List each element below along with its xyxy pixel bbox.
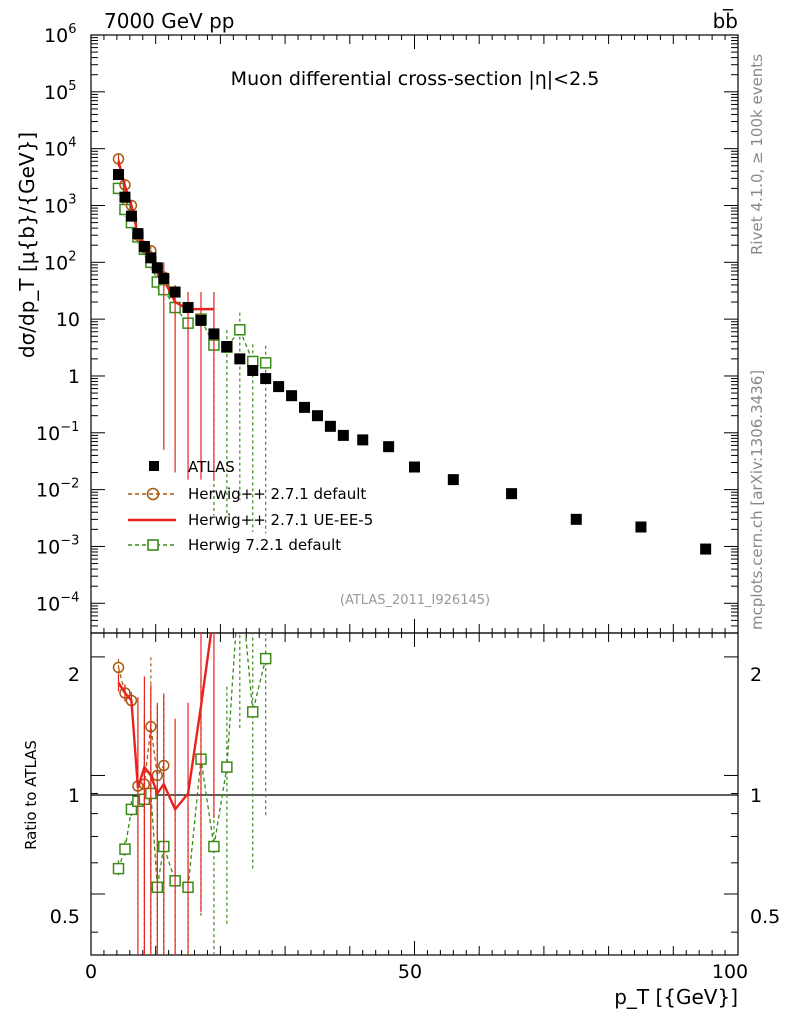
legend-label-herwig-default: Herwig++ 2.7.1 default [188, 485, 366, 503]
herwig-default-ratio-point [112, 661, 125, 674]
ratio-y-axis-label: Ratio to ATLAS [22, 740, 40, 850]
x-tick-label: 50 [398, 961, 422, 983]
herwig7-point [259, 357, 272, 369]
atlas-point [125, 210, 137, 222]
ratio-tick-label: 1 [68, 785, 80, 807]
atlas-point [273, 381, 285, 393]
process-label: bb̅ [713, 8, 738, 33]
y-tick-label: 104 [44, 136, 76, 161]
plot-title: Muon differential cross-section |η|<2.5 [231, 68, 600, 90]
herwig7-ratio-point [208, 840, 220, 853]
atlas-point [138, 240, 150, 252]
ratio-tick-label-right: 0.5 [750, 906, 780, 928]
atlas-point [357, 434, 369, 446]
mcplots-label: mcplots.cern.ch [arXiv:1306.3436] [748, 370, 766, 630]
data-marks [112, 153, 712, 955]
atlas-point [299, 401, 311, 413]
atlas-point [182, 302, 194, 314]
y-tick-label: 103 [44, 192, 76, 217]
y-tick-label: 10−3 [36, 533, 79, 558]
main-panel-marks [112, 153, 712, 555]
atlas-point [570, 513, 582, 525]
atlas-point [324, 420, 336, 432]
legend-marker-herwig-default [146, 487, 160, 501]
ratio-tick-label: 0.5 [50, 906, 80, 928]
legend-label-atlas: ATLAS [188, 458, 235, 476]
atlas-point [208, 328, 220, 340]
y-tick-label: 105 [44, 79, 76, 104]
ratio-tick-label-right: 2 [750, 664, 762, 686]
y-tick-label: 102 [44, 249, 76, 274]
legend: ATLAS Herwig++ 2.7.1 default Herwig++ 2.… [128, 458, 373, 554]
atlas-point [311, 410, 323, 422]
herwig7-ratio-point [259, 652, 272, 665]
rivet-label: Rivet 4.1.0, ≥ 100k events [748, 54, 766, 255]
collision-label: 7000 GeV pp [104, 9, 235, 33]
atlas-point [635, 521, 647, 533]
y-axis-label: dσ/dp_T [μ{b}/{GeV}] [15, 132, 39, 358]
atlas-point [409, 461, 420, 473]
herwig-default-line [117, 158, 165, 278]
herwig7-line [117, 188, 266, 364]
ratio-tick-label: 2 [68, 664, 80, 686]
atlas-point [247, 364, 259, 376]
atlas-point [383, 441, 395, 453]
x-axis-label: p_T [{GeV}] [614, 985, 738, 1009]
atlas-point [195, 314, 207, 326]
herwig7-ratio-point [112, 862, 125, 875]
legend-marker-herwig7 [147, 539, 159, 551]
ratio-panel-marks [112, 566, 272, 955]
atlas-point [506, 488, 518, 500]
y-tick-label: 10−1 [36, 420, 79, 445]
atlas-point [169, 286, 181, 298]
herwig7-ratio-point [235, 566, 245, 576]
y-tick-label: 1 [68, 366, 80, 388]
atlas-point [145, 252, 157, 264]
atlas-point [158, 272, 170, 284]
atlas-point [221, 341, 233, 353]
legend-marker-atlas [149, 461, 159, 471]
y-tick-label: 10−4 [36, 590, 79, 615]
herwig-ueee5-ratio-line [117, 633, 213, 812]
herwig-default-ratio-line [117, 667, 165, 787]
y-tick-label: 106 [44, 22, 76, 47]
x-tick-label: 0 [85, 961, 97, 983]
atlas-point [337, 429, 349, 441]
y-tick-label: 10 [56, 309, 80, 331]
atlas-point [132, 228, 144, 240]
analysis-id: (ATLAS_2011_I926145) [340, 593, 490, 608]
herwig7-point [234, 324, 246, 336]
atlas-point [234, 353, 246, 365]
herwig7-point [112, 182, 125, 195]
herwig7-ratio-point [247, 706, 259, 718]
herwig7-ratio-point [125, 803, 138, 816]
herwig7-ratio-point [119, 843, 131, 855]
x-tick-label: 100 [712, 961, 748, 983]
atlas-point [112, 169, 124, 181]
atlas-point [700, 543, 712, 555]
herwig7-ratio-line [117, 633, 267, 889]
atlas-point [286, 390, 298, 402]
y-tick-label: 10−2 [36, 477, 79, 502]
atlas-point [447, 474, 459, 486]
atlas-point [151, 262, 163, 274]
axis-ticks [90, 34, 739, 955]
atlas-point [260, 373, 272, 385]
legend-label-herwig7: Herwig 7.2.1 default [188, 536, 341, 554]
legend-label-herwig-ueee5: Herwig++ 2.7.1 UE-EE-5 [188, 511, 373, 529]
ratio-tick-label-right: 1 [750, 785, 762, 807]
herwig7-ratio-point [221, 761, 233, 773]
y-tick-labels: 10−4 10−3 10−2 10−1 1 10 102 103 104 105 106 [36, 22, 80, 615]
atlas-point [119, 191, 131, 203]
